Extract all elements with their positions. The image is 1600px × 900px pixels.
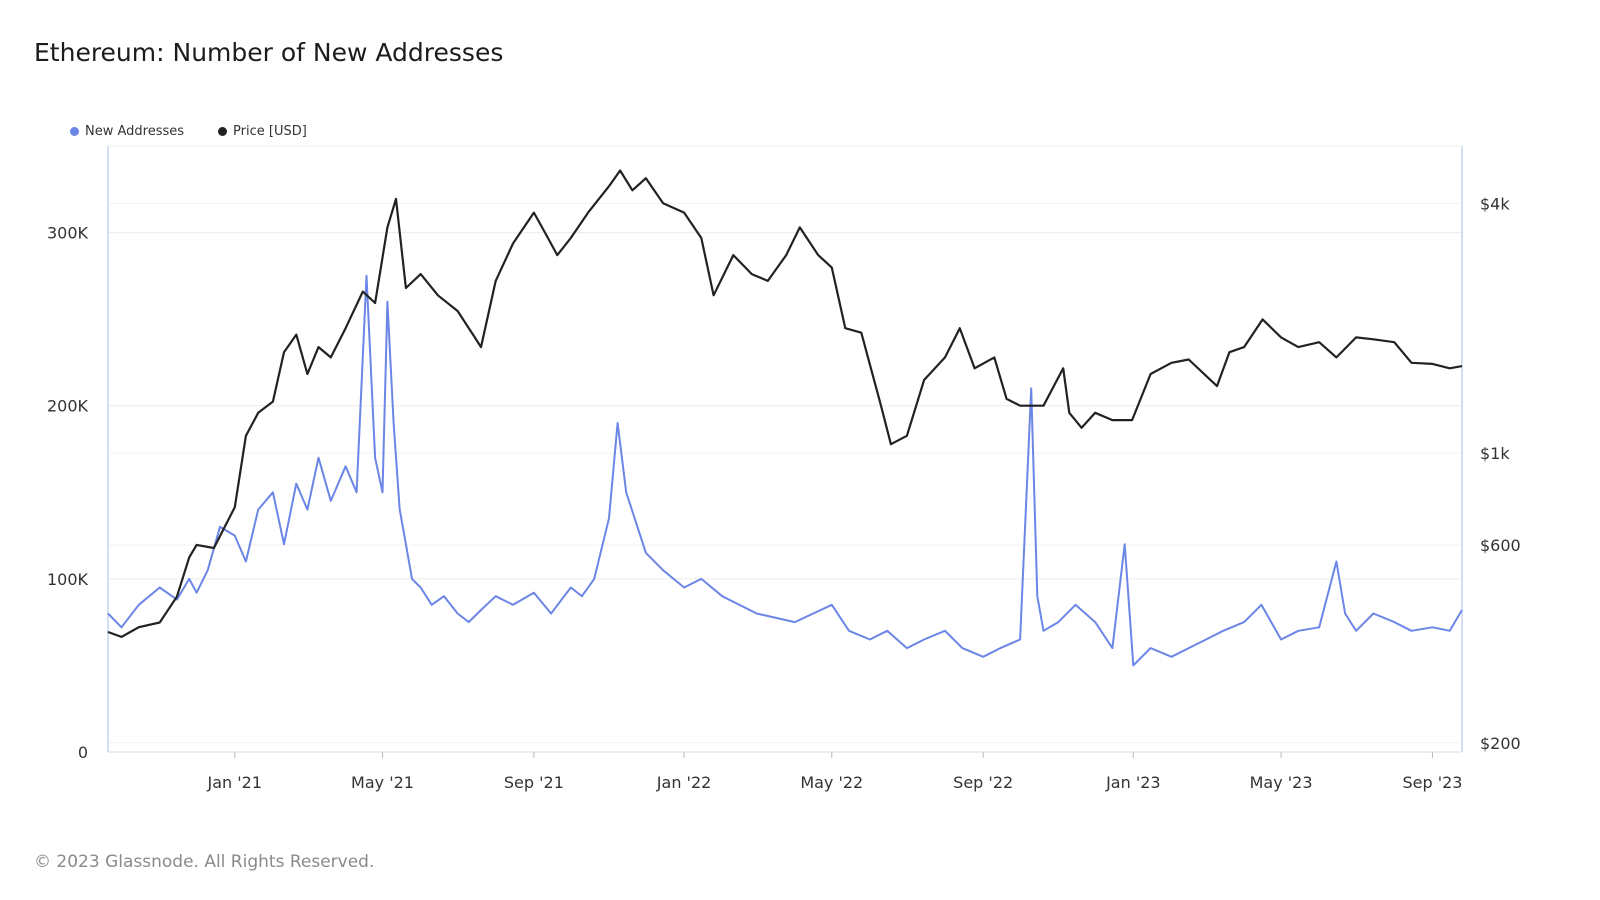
legend-swatch-price <box>218 127 228 136</box>
x-tick-label: Jan '21 <box>207 773 263 792</box>
chart-legend: New Addresses Price [USD] <box>70 124 307 139</box>
y-left-tick-label: 200K <box>47 397 89 416</box>
y-right-tick-label: $200 <box>1480 734 1521 753</box>
chart-title: Ethereum: Number of New Addresses <box>34 38 504 67</box>
x-tick-label: Jan '22 <box>656 773 712 792</box>
price-series-line <box>107 169 1463 639</box>
y-right-tick-label: $600 <box>1480 536 1521 555</box>
copyright-footer: © 2023 Glassnode. All Rights Reserved. <box>34 852 375 872</box>
y-left-tick-label: 0 <box>78 743 88 762</box>
gridlines <box>108 202 1462 744</box>
x-tick-label: Sep '21 <box>504 773 564 792</box>
x-tick-label: Sep '23 <box>1402 773 1462 792</box>
y-left-tick-label: 300K <box>47 224 89 243</box>
x-tick-label: May '22 <box>800 773 863 792</box>
x-tick-label: Sep '22 <box>953 773 1013 792</box>
series-layer <box>107 169 1463 667</box>
y-right-tick-label: $4k <box>1480 194 1510 213</box>
legend-label-new-addresses: New Addresses <box>85 124 185 139</box>
y-left-tick-label: 100K <box>47 570 89 589</box>
x-tick-label: May '23 <box>1250 773 1313 792</box>
legend-item-price[interactable]: Price [USD] <box>218 124 307 139</box>
new-addresses-series-line <box>107 274 1463 667</box>
legend-swatch-new-addresses <box>70 127 79 136</box>
axes <box>107 145 1463 758</box>
x-tick-label: Jan '23 <box>1105 773 1161 792</box>
legend-label-price: Price [USD] <box>233 124 307 139</box>
x-tick-label: May '21 <box>351 773 414 792</box>
legend-item-new-addresses[interactable]: New Addresses <box>70 124 184 139</box>
tick-labels: 0 100K 200K 300K $200 $600 $1k $4k Jan '21 May '2… <box>47 194 1521 792</box>
y-right-tick-label: $1k <box>1480 444 1510 463</box>
